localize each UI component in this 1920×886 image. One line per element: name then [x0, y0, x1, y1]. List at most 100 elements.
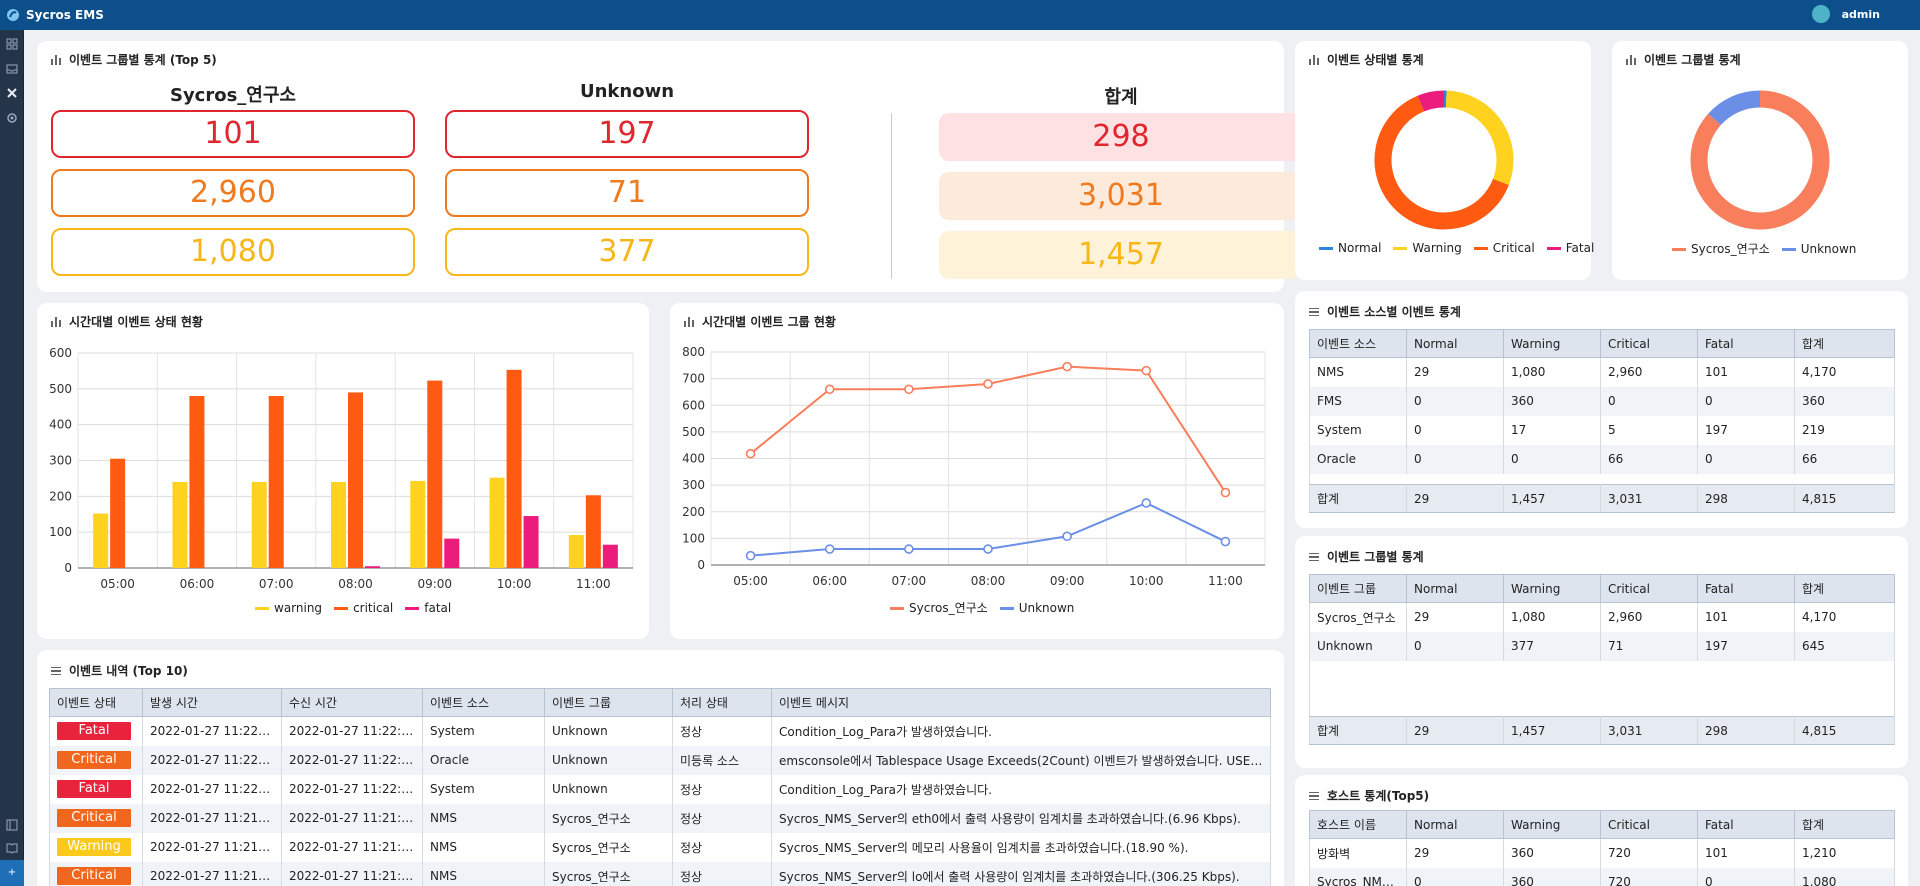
column-header[interactable]: Normal [1406, 329, 1504, 358]
bar-critical[interactable] [506, 369, 522, 568]
warning-count-box[interactable]: 377 [445, 228, 809, 276]
column-header[interactable]: 호스트 이름 [1309, 810, 1407, 839]
column-header[interactable]: Warning [1503, 574, 1601, 603]
column-header[interactable]: Normal [1406, 574, 1504, 603]
column-header[interactable]: Fatal [1697, 329, 1795, 358]
table-row[interactable]: FMS 0 360 0 0 360 [1309, 386, 1895, 416]
data-point[interactable] [1141, 365, 1152, 376]
bar-warning[interactable] [568, 535, 584, 568]
data-point[interactable] [824, 384, 835, 395]
column-header[interactable]: 합계 [1794, 574, 1895, 603]
column-header[interactable]: 합계 [1794, 810, 1895, 839]
column-header[interactable]: Critical [1600, 574, 1698, 603]
column-header[interactable]: Critical [1600, 810, 1698, 839]
column-header[interactable]: 이벤트 소스 [1309, 329, 1407, 358]
bar-critical[interactable] [348, 392, 363, 568]
critical-count-box[interactable]: 71 [445, 169, 809, 217]
fatal-count-box[interactable]: 197 [445, 110, 809, 158]
bar-warning[interactable] [172, 482, 188, 568]
bar-warning[interactable] [489, 477, 505, 568]
data-point[interactable] [983, 544, 993, 554]
event-row[interactable]: Critical 2022-01-27 11:21:47 2022-01-27 11… [49, 803, 1271, 833]
data-point[interactable] [983, 379, 993, 389]
column-header[interactable]: 이벤트 상태 [49, 688, 143, 717]
bar-warning[interactable] [331, 482, 346, 568]
tools-icon[interactable] [6, 87, 18, 99]
table-row[interactable]: Unknown 0 377 71 197 645 [1309, 631, 1895, 661]
dashboard-icon[interactable] [6, 38, 18, 50]
data-point[interactable] [1141, 498, 1152, 508]
data-point[interactable] [904, 384, 914, 395]
column-header[interactable]: Fatal [1697, 574, 1795, 603]
event-row[interactable]: Warning 2022-01-27 11:21:47 2022-01-27 11:… [49, 832, 1271, 862]
donut-slice-fatal[interactable] [1417, 90, 1445, 112]
legend-group[interactable]: Unknown [1781, 242, 1856, 256]
bar-critical[interactable] [585, 495, 601, 568]
expand-sidebar-button[interactable]: + [0, 860, 24, 886]
donut-slice-warning[interactable] [1445, 90, 1514, 186]
panel-icon[interactable] [6, 819, 18, 831]
table-row[interactable]: Sycros_NMS_Server036072001,080 [1309, 867, 1895, 886]
bar-fatal[interactable] [444, 538, 460, 568]
data-point[interactable] [904, 544, 914, 554]
legend-critical[interactable]: critical [334, 601, 393, 615]
gear-icon[interactable] [6, 112, 18, 124]
legend-normal[interactable]: Normal [1319, 241, 1381, 255]
book-icon[interactable] [6, 842, 18, 854]
table-row[interactable]: 방화벽 29 360 720 101 1,210 [1309, 838, 1895, 868]
table-row[interactable]: System 0 17 5 197 219 [1309, 415, 1895, 445]
column-header[interactable]: 이벤트 메시지 [771, 688, 1271, 717]
column-header[interactable]: 이벤트 그룹 [1309, 574, 1407, 603]
legend-fatal[interactable]: Fatal [1546, 241, 1594, 255]
bar-critical[interactable] [268, 396, 284, 568]
table-row[interactable]: Sycros_연구소 29 1,080 2,960 101 4,170 [1309, 602, 1895, 632]
fatal-count-box[interactable]: 101 [51, 110, 415, 158]
table-row[interactable]: Oracle 0 0 66 0 66 [1309, 444, 1895, 474]
legend-group[interactable]: Sycros_연구소 [1672, 240, 1770, 257]
event-row[interactable]: Critical 2022-01-27 11:21:47 2022-01-27 11… [49, 861, 1271, 886]
legend-warning[interactable]: warning [255, 601, 322, 615]
bar-critical[interactable] [189, 396, 205, 568]
bar-fatal[interactable] [365, 566, 380, 568]
bar-critical[interactable] [110, 458, 126, 568]
column-header[interactable]: 합계 [1794, 329, 1895, 358]
column-header[interactable]: 발생 시간 [142, 688, 282, 717]
event-row[interactable]: Fatal 2022-01-27 11:22:00 2022-01-27 11:22… [49, 774, 1271, 804]
data-point[interactable] [745, 448, 756, 459]
legend-group[interactable]: Unknown [999, 601, 1074, 615]
column-header[interactable]: 이벤트 소스 [422, 688, 545, 717]
donut-slice-sycros_연구소[interactable] [1690, 90, 1830, 230]
donut-slice-unknown[interactable] [1708, 90, 1761, 126]
critical-count-box[interactable]: 2,960 [51, 169, 415, 217]
data-point[interactable] [1062, 361, 1072, 372]
column-header[interactable]: 수신 시간 [281, 688, 423, 717]
bar-warning[interactable] [251, 482, 267, 568]
bar-fatal[interactable] [523, 516, 539, 568]
data-point[interactable] [1220, 536, 1231, 547]
data-point[interactable] [824, 544, 835, 554]
warning-count-box[interactable]: 1,080 [51, 228, 415, 276]
legend-fatal[interactable]: fatal [405, 601, 451, 615]
legend-warning[interactable]: Warning [1393, 241, 1462, 255]
column-header[interactable]: Normal [1406, 810, 1504, 839]
user-menu[interactable]: admin [1811, 5, 1880, 23]
bar-critical[interactable] [427, 380, 443, 568]
table-row[interactable]: NMS 29 1,080 2,960 101 4,170 [1309, 357, 1895, 387]
data-point[interactable] [1062, 531, 1072, 542]
event-row[interactable]: Fatal 2022-01-27 11:22:30 2022-01-27 11:22… [49, 716, 1271, 746]
column-header[interactable]: Warning [1503, 329, 1601, 358]
donut-slice-critical[interactable] [1374, 95, 1509, 230]
data-point[interactable] [1220, 487, 1231, 498]
column-header[interactable]: 처리 상태 [672, 688, 772, 717]
bar-warning[interactable] [93, 513, 109, 568]
bar-fatal[interactable] [602, 544, 618, 568]
column-header[interactable]: Fatal [1697, 810, 1795, 839]
event-row[interactable]: Critical 2022-01-27 11:22:28 2022-01-27 11… [49, 745, 1271, 775]
inbox-icon[interactable] [6, 63, 18, 75]
data-point[interactable] [745, 550, 756, 561]
legend-critical[interactable]: Critical [1473, 241, 1535, 255]
column-header[interactable]: 이벤트 그룹 [544, 688, 673, 717]
bar-warning[interactable] [410, 480, 426, 568]
legend-group[interactable]: Sycros_연구소 [890, 599, 988, 616]
brand[interactable]: Sycros EMS [0, 8, 104, 22]
